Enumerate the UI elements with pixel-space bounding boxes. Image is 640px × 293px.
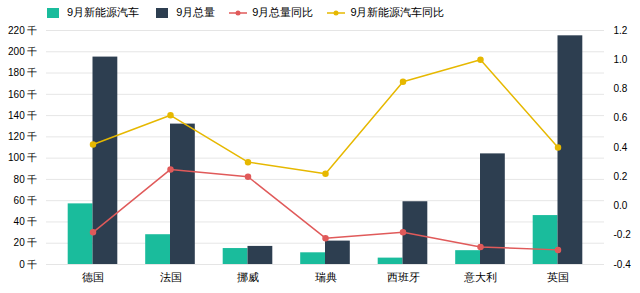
svg-text:法国: 法国: [160, 271, 182, 283]
svg-text:120 千: 120 千: [8, 131, 37, 142]
svg-text:挪威: 挪威: [237, 271, 259, 283]
svg-text:0.2: 0.2: [614, 171, 628, 182]
svg-text:0.4: 0.4: [614, 142, 628, 153]
svg-text:0.8: 0.8: [614, 83, 628, 94]
svg-text:80 千: 80 千: [14, 174, 38, 185]
svg-text:0.0: 0.0: [614, 200, 628, 211]
svg-text:140 千: 140 千: [8, 110, 37, 121]
svg-text:160 千: 160 千: [8, 89, 37, 100]
svg-text:德国: 德国: [82, 271, 104, 283]
svg-text:60 千: 60 千: [14, 195, 38, 206]
svg-text:意大利: 意大利: [463, 271, 497, 283]
svg-text:100 千: 100 千: [8, 152, 37, 163]
svg-text:英国: 英国: [547, 271, 569, 283]
svg-text:40 千: 40 千: [14, 216, 38, 227]
svg-text:180 千: 180 千: [8, 67, 37, 78]
svg-text:1.0: 1.0: [614, 54, 628, 65]
svg-text:220 千: 220 千: [8, 25, 37, 36]
svg-text:1.2: 1.2: [614, 25, 628, 36]
html-text:9月新能源汽车: 9月新能源汽车: [67, 6, 140, 18]
svg-text:20 千: 20 千: [14, 237, 38, 248]
html-text:9月总量: 9月总量: [176, 6, 216, 18]
svg-text:瑞典: 瑞典: [315, 271, 337, 283]
svg-text:200 千: 200 千: [8, 46, 37, 57]
svg-text:-0.2: -0.2: [614, 229, 632, 240]
svg-text:0 千: 0 千: [19, 259, 37, 270]
svg-text:0.6: 0.6: [614, 112, 628, 123]
svg-text:-0.4: -0.4: [614, 259, 632, 270]
svg-text:西班牙: 西班牙: [387, 271, 420, 283]
html-text:9月总量同比: 9月总量同比: [252, 6, 314, 18]
html-text:9月新能源汽车同比: 9月新能源汽车同比: [350, 6, 445, 18]
